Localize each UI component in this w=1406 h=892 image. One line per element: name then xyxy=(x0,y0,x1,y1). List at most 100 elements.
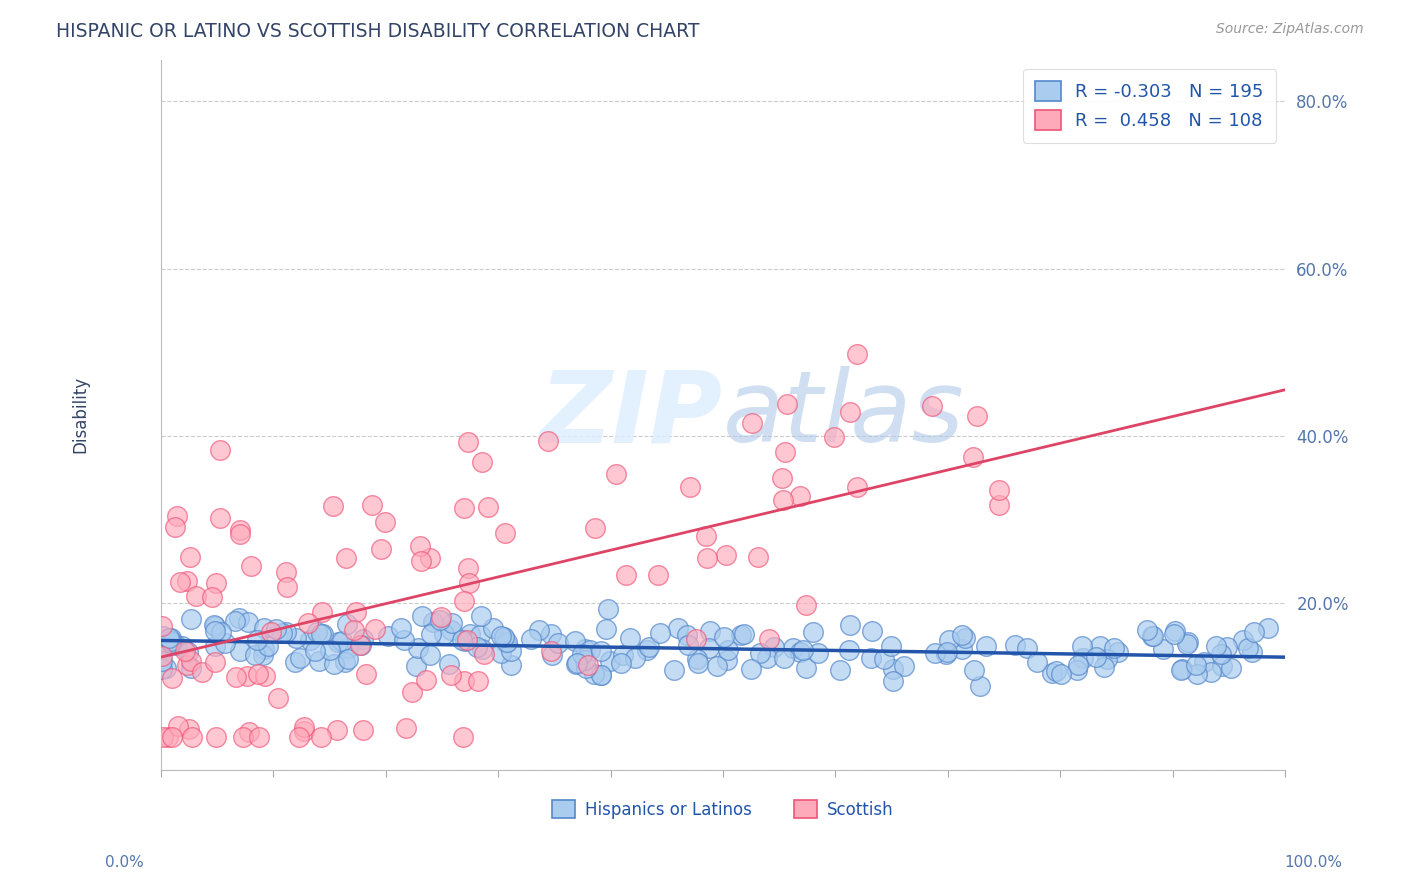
Point xyxy=(571,647,593,661)
Point xyxy=(564,633,586,648)
Point xyxy=(467,673,489,688)
Point xyxy=(474,647,496,661)
Point xyxy=(494,526,516,541)
Point xyxy=(202,618,225,632)
Point xyxy=(610,656,633,670)
Point xyxy=(1175,637,1198,651)
Point xyxy=(1050,666,1073,681)
Y-axis label: Disability: Disability xyxy=(72,376,89,453)
Point xyxy=(583,521,606,535)
Point xyxy=(807,646,830,660)
Point xyxy=(1205,639,1227,653)
Point xyxy=(1140,629,1163,643)
Point xyxy=(1199,665,1222,679)
Text: Source: ZipAtlas.com: Source: ZipAtlas.com xyxy=(1216,22,1364,37)
Point xyxy=(1084,650,1107,665)
Point xyxy=(165,638,187,652)
Point xyxy=(747,550,769,565)
Point xyxy=(409,554,432,568)
Point xyxy=(415,673,437,687)
Point xyxy=(1040,665,1063,680)
Point xyxy=(647,568,669,582)
Point xyxy=(1094,660,1116,674)
Point xyxy=(583,666,606,681)
Point xyxy=(150,643,173,657)
Point xyxy=(374,515,396,529)
Point xyxy=(337,652,360,666)
Point xyxy=(775,396,797,410)
Point xyxy=(740,661,762,675)
Point xyxy=(924,646,946,660)
Point xyxy=(495,636,517,650)
Point xyxy=(288,730,311,744)
Point xyxy=(688,656,710,670)
Point xyxy=(1107,645,1129,659)
Point xyxy=(1004,638,1026,652)
Point xyxy=(623,650,645,665)
Point xyxy=(160,633,183,648)
Point xyxy=(589,668,612,682)
Point xyxy=(307,624,329,639)
Point xyxy=(163,520,186,534)
Point xyxy=(201,591,224,605)
Point xyxy=(180,612,202,626)
Point xyxy=(794,661,817,675)
Point xyxy=(456,632,478,647)
Point xyxy=(454,633,477,648)
Point xyxy=(716,643,738,657)
Point xyxy=(470,608,492,623)
Point xyxy=(326,635,349,649)
Point xyxy=(650,626,672,640)
Point xyxy=(392,632,415,647)
Point xyxy=(636,642,658,657)
Point xyxy=(180,654,202,668)
Point xyxy=(453,593,475,607)
Point xyxy=(167,719,190,733)
Point xyxy=(741,416,763,430)
Point xyxy=(789,645,811,659)
Point xyxy=(666,621,689,635)
Point xyxy=(204,619,226,633)
Point xyxy=(495,635,517,649)
Point xyxy=(308,654,330,668)
Point xyxy=(309,627,332,641)
Point xyxy=(284,655,307,669)
Point xyxy=(969,680,991,694)
Point xyxy=(974,639,997,653)
Point xyxy=(599,654,621,668)
Point xyxy=(322,500,344,514)
Point xyxy=(589,644,612,658)
Text: 100.0%: 100.0% xyxy=(1285,855,1343,870)
Point xyxy=(962,450,984,464)
Point xyxy=(238,725,260,739)
Point xyxy=(1216,640,1239,654)
Point xyxy=(336,617,359,632)
Point xyxy=(489,629,512,643)
Point xyxy=(229,523,252,537)
Point xyxy=(1187,666,1209,681)
Point xyxy=(160,631,183,645)
Point xyxy=(394,721,416,735)
Point xyxy=(377,629,399,643)
Point xyxy=(1236,641,1258,656)
Point xyxy=(440,623,463,637)
Point xyxy=(249,730,271,744)
Point xyxy=(152,629,174,643)
Point xyxy=(246,633,269,648)
Point xyxy=(749,646,772,660)
Point xyxy=(699,640,721,655)
Point xyxy=(236,615,259,629)
Point xyxy=(152,730,174,744)
Point xyxy=(471,641,494,656)
Point xyxy=(450,632,472,647)
Point xyxy=(706,658,728,673)
Point xyxy=(225,670,247,684)
Point xyxy=(430,610,453,624)
Point xyxy=(714,548,737,562)
Point xyxy=(1170,662,1192,676)
Point xyxy=(228,610,250,624)
Point xyxy=(477,500,499,514)
Point xyxy=(157,730,180,744)
Point xyxy=(364,622,387,636)
Point xyxy=(882,673,904,688)
